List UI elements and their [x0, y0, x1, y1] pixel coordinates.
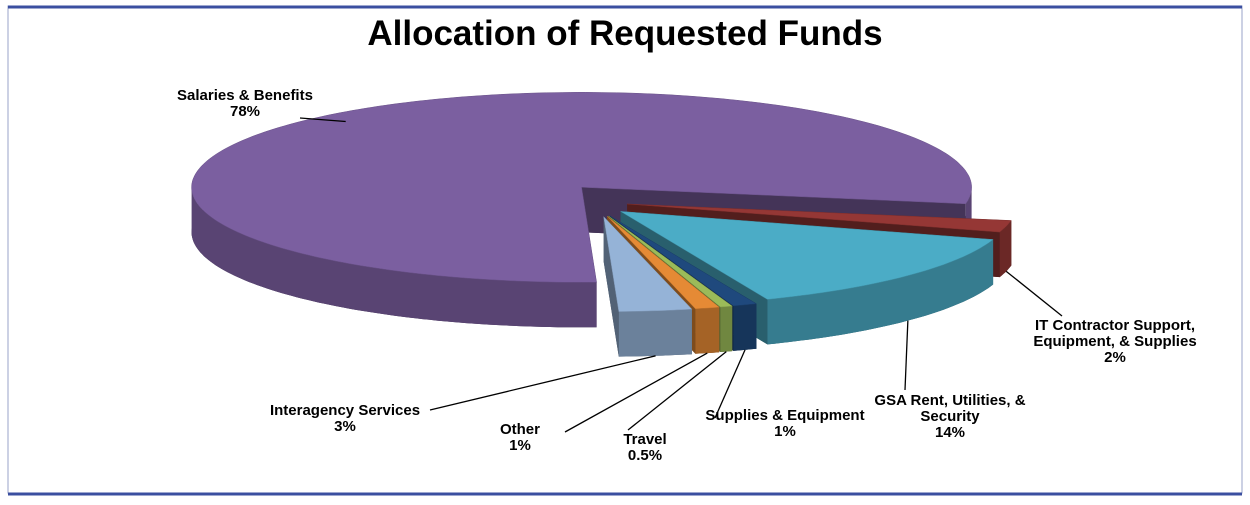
leader-line	[904, 320, 909, 391]
leader-line	[627, 351, 727, 431]
slice-edge	[603, 216, 619, 357]
chart-title: Allocation of Requested Funds	[367, 14, 883, 53]
slice-label: Supplies & Equipment 1%	[700, 408, 870, 440]
slice-label: Interagency Services 3%	[260, 403, 430, 435]
leader-line	[429, 355, 656, 411]
value-label: 78%	[229, 103, 261, 120]
slice-side	[733, 303, 757, 351]
slice	[607, 216, 720, 310]
slice-label: GSA Rent, Utilities, & Security 14%	[870, 393, 1030, 441]
category-label: GSA Rent, Utilities, & Security	[874, 392, 1026, 425]
value-label: 1%	[509, 437, 531, 454]
slice-label: IT Contractor Support, Equipment, & Supp…	[1020, 318, 1210, 366]
category-label: Interagency Services	[269, 402, 421, 419]
slice-side	[720, 306, 733, 352]
slice	[609, 215, 758, 307]
slice	[191, 92, 972, 283]
slice-label: Other 1%	[475, 422, 565, 454]
value-label: 14%	[934, 424, 966, 441]
slice	[603, 215, 693, 312]
leader-line	[564, 352, 708, 433]
slice-label: Travel 0.5%	[595, 432, 695, 464]
value-label: 1%	[774, 423, 796, 440]
slice	[608, 215, 733, 308]
slice-side	[695, 307, 720, 354]
category-label: Supplies & Equipment	[705, 407, 865, 424]
slice-side	[767, 239, 994, 345]
leader-line	[299, 117, 346, 123]
category-label: Other	[499, 421, 540, 438]
slice	[627, 203, 1012, 233]
category-label: IT Contractor Support, Equipment, & Supp…	[1033, 317, 1197, 350]
leader-line	[1005, 270, 1063, 317]
value-label: 2%	[1104, 349, 1126, 366]
value-label: 0.5%	[627, 447, 663, 464]
category-label: Salaries & Benefits	[177, 87, 313, 104]
slice-label: Salaries & Benefits 78%	[160, 88, 330, 120]
category-label: Travel	[623, 431, 667, 448]
slice-side	[191, 186, 597, 328]
slice-side	[618, 309, 692, 357]
slice-side	[999, 220, 1012, 278]
value-label: 3%	[334, 418, 356, 435]
slice	[620, 211, 994, 300]
leader-line	[714, 349, 746, 419]
